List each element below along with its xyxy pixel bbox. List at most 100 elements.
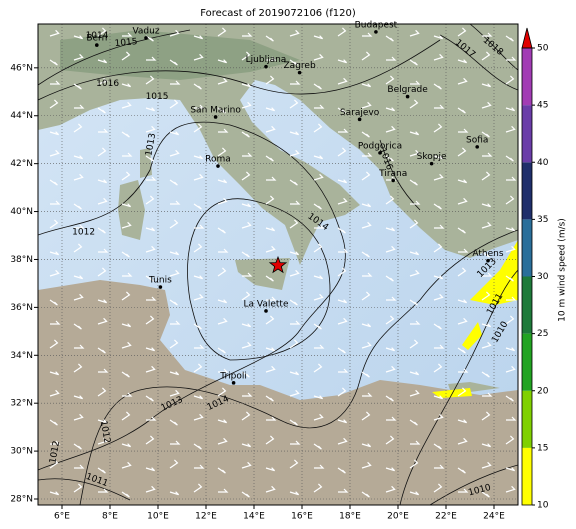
wind-barb <box>505 195 515 205</box>
wind-barb <box>409 269 420 277</box>
wind-barb <box>313 413 324 421</box>
wind-barb <box>361 251 370 258</box>
wind-barb <box>241 131 250 138</box>
wind-barb <box>265 75 275 85</box>
wind-barb <box>218 248 229 253</box>
wind-barb <box>289 299 298 306</box>
wind-barb <box>290 200 301 205</box>
wind-barb <box>169 179 178 186</box>
wind-barb <box>481 443 492 448</box>
x-tick-label: 8°E <box>102 512 118 522</box>
city-dot <box>378 151 382 155</box>
wind-barb <box>97 147 107 157</box>
wind-barb <box>241 341 252 349</box>
wind-barb <box>505 275 514 282</box>
wind-barb <box>433 323 442 330</box>
isobar-label: 1012 <box>72 227 95 237</box>
wind-barb <box>217 147 227 157</box>
wind-barb <box>145 75 155 85</box>
wind-barb <box>457 387 467 397</box>
wind-barb <box>481 341 492 349</box>
isobar-label: 1014 <box>86 31 109 41</box>
wind-barb <box>74 344 85 349</box>
wind-barb <box>313 35 324 40</box>
wind-barb <box>433 413 444 421</box>
wind-barb <box>434 104 445 109</box>
wind-barb <box>97 179 108 184</box>
city-label: Athens <box>472 249 503 259</box>
wind-barb <box>121 251 130 258</box>
wind-barb <box>290 440 301 445</box>
wind-barb <box>218 368 229 373</box>
wind-barb <box>410 440 421 445</box>
wind-barb <box>241 461 252 469</box>
wind-barb <box>457 267 467 277</box>
city-label: Podgorica <box>358 141 402 151</box>
wind-barb <box>409 419 418 426</box>
wind-barb <box>121 171 131 181</box>
wind-barb <box>506 416 517 421</box>
wind-barb <box>49 459 59 469</box>
wind-barb <box>361 411 371 421</box>
wind-barb <box>265 155 274 162</box>
wind-barb <box>458 368 469 373</box>
wind-barb <box>74 464 85 469</box>
y-tick-label: 30°N <box>10 447 33 457</box>
wind-barb <box>145 155 154 162</box>
wind-barb <box>97 59 108 64</box>
isobar-label: 1015 <box>146 92 169 102</box>
wind-barb <box>145 315 155 325</box>
wind-barb <box>458 128 469 133</box>
colorbar-band <box>522 276 532 334</box>
wind-barb <box>505 365 516 373</box>
wind-barb <box>386 416 397 421</box>
y-tick-label: 32°N <box>10 399 33 409</box>
wind-barb <box>313 395 324 400</box>
wind-barb <box>266 56 277 61</box>
wind-barb <box>193 203 202 210</box>
city-dot <box>391 178 396 183</box>
wind-barb <box>49 179 58 186</box>
colorbar-tick-label: 35 <box>537 215 548 225</box>
sardinia <box>118 180 145 240</box>
wind-barb <box>481 101 492 109</box>
isobar-label: 1012 <box>48 440 62 464</box>
wind-barb <box>217 27 227 37</box>
map-frame <box>37 23 519 506</box>
city-label: Ljubljana <box>246 55 287 65</box>
wind-barb <box>122 152 133 157</box>
wind-barb <box>385 227 396 232</box>
wind-barb <box>386 56 397 61</box>
wind-barb <box>457 59 468 64</box>
wind-barb <box>289 29 300 37</box>
y-tick-label: 40°N <box>10 207 33 217</box>
wind-barb <box>289 219 299 229</box>
colorbar-band <box>522 219 532 277</box>
wind-barb <box>338 368 349 373</box>
wind-barb <box>457 197 468 205</box>
wind-barb <box>121 323 132 328</box>
wind-barb <box>194 344 205 349</box>
wind-barb <box>362 272 373 277</box>
y-tick-label: 46°N <box>10 63 33 73</box>
wind-barb <box>49 491 60 496</box>
wind-barb <box>217 197 228 205</box>
wind-barb <box>121 491 130 498</box>
wind-barb <box>314 104 325 109</box>
wind-barb <box>169 149 180 157</box>
wind-barb <box>409 371 420 376</box>
wind-barb <box>457 317 468 325</box>
wind-barb <box>458 248 469 253</box>
colorbar-tick-label: 45 <box>537 101 548 111</box>
colorbar-band <box>522 390 532 448</box>
wind-barb <box>433 203 442 210</box>
wind-barb <box>505 245 516 253</box>
isobar-label: 1013 <box>144 132 158 156</box>
y-tick-label: 34°N <box>10 351 33 361</box>
wind-barb <box>457 179 468 184</box>
wind-barb <box>97 419 108 424</box>
y-tick-label: 38°N <box>10 255 33 265</box>
wind-barb <box>265 35 274 42</box>
wind-barb <box>409 179 418 186</box>
wind-barb <box>49 371 60 376</box>
